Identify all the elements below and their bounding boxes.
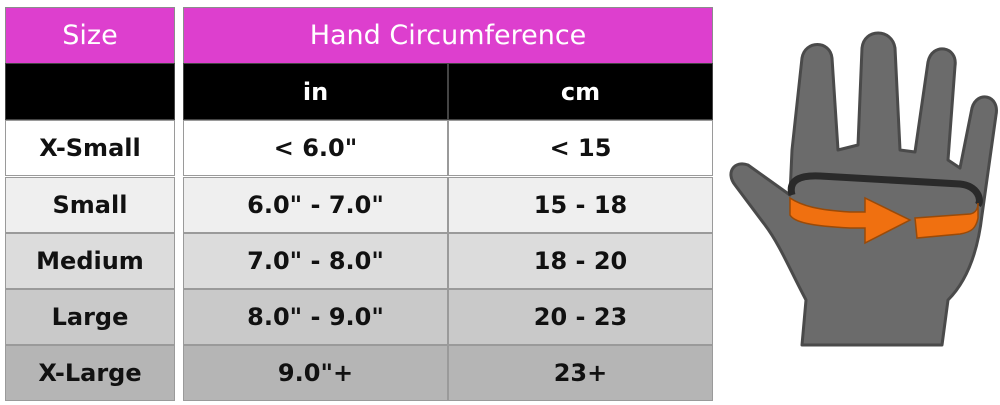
size-label: Large [5, 289, 175, 345]
circumference-header: Hand Circumference [183, 7, 713, 64]
column-header: in [183, 63, 448, 120]
measurement: 9.0"+ [183, 345, 448, 401]
measurement: < 15 [448, 120, 713, 176]
size-label: X-Large [5, 345, 175, 401]
column-header: cm [448, 63, 713, 120]
measurement: 20 - 23 [448, 289, 713, 345]
measurement: 18 - 20 [448, 233, 713, 289]
measurement: 7.0" - 8.0" [183, 233, 448, 289]
measurement: < 6.0" [183, 120, 448, 176]
measurement: 23+ [448, 345, 713, 401]
size-label: Medium [5, 233, 175, 289]
size-subheader [5, 63, 175, 120]
measurement: 15 - 18 [448, 177, 713, 233]
measurement: 8.0" - 9.0" [183, 289, 448, 345]
size-label: Small [5, 177, 175, 233]
measurement: 6.0" - 7.0" [183, 177, 448, 233]
hand-illustration [729, 31, 998, 347]
size-header: Size [5, 7, 175, 64]
size-label: X-Small [5, 120, 175, 176]
